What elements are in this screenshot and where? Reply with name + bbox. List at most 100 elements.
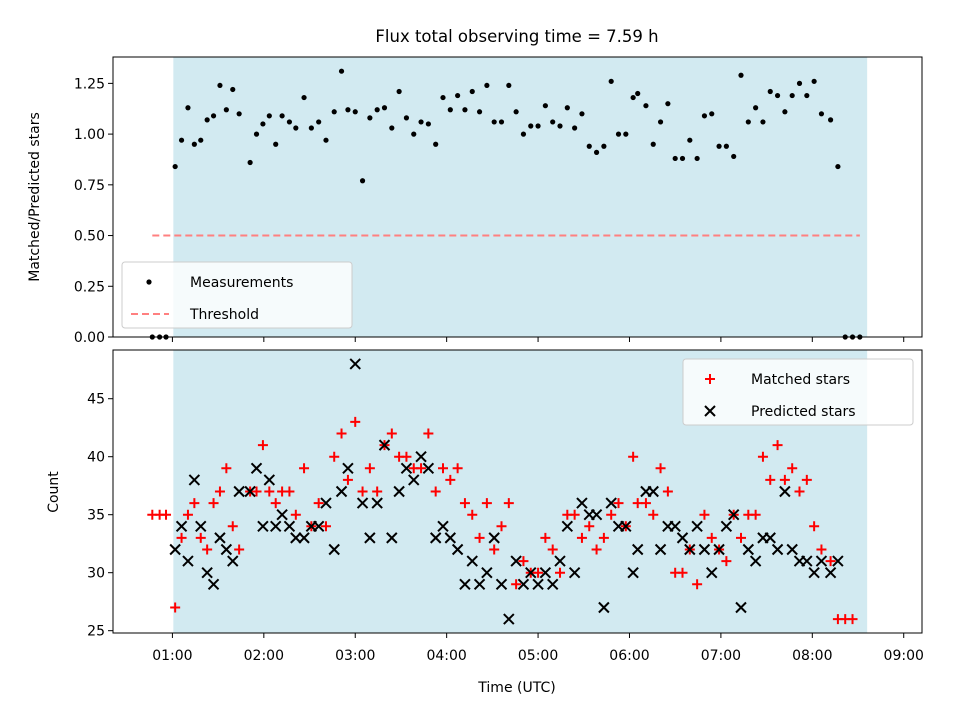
data-point [825, 556, 836, 567]
data-point [299, 463, 310, 474]
data-point [276, 508, 288, 521]
legend-label: Measurements [190, 275, 293, 291]
data-point [692, 579, 703, 590]
data-point [518, 556, 529, 567]
data-point [723, 143, 729, 149]
data-point [517, 578, 530, 590]
chart-title: Flux total observing time = 7.59 h [375, 27, 658, 46]
data-point [679, 155, 686, 162]
data-point [794, 486, 805, 497]
data-point [605, 497, 617, 509]
y-tick-label: 0.25 [74, 279, 105, 295]
data-point [396, 88, 402, 95]
data-point [801, 555, 813, 567]
data-point [488, 532, 500, 544]
data-point [631, 543, 644, 556]
data-point [635, 90, 641, 97]
data-point [374, 107, 380, 113]
data-point [727, 508, 740, 521]
data-point [779, 485, 791, 498]
data-point [430, 486, 441, 497]
data-point [279, 113, 285, 119]
data-point [473, 578, 486, 590]
data-point [779, 474, 790, 485]
data-point [444, 532, 457, 544]
data-point [620, 520, 632, 533]
data-point [835, 163, 841, 170]
data-point [771, 543, 784, 556]
data-point [525, 566, 537, 579]
data-point [628, 451, 639, 462]
data-point [349, 358, 361, 370]
data-point [601, 143, 607, 149]
data-point [789, 92, 795, 99]
data-point [342, 462, 354, 475]
data-point [290, 532, 302, 544]
data-point [520, 131, 527, 137]
data-point [598, 532, 609, 543]
data-point [808, 566, 820, 579]
data-point [503, 498, 514, 509]
data-point [643, 103, 649, 109]
x-tick-label: 06:00 [609, 648, 649, 664]
data-point [665, 101, 671, 107]
data-point [313, 498, 324, 509]
data-point [408, 474, 420, 486]
data-point [415, 450, 427, 463]
data-point [320, 521, 331, 532]
data-point [214, 532, 226, 544]
y-axis-label-bottom: Count [46, 471, 62, 513]
data-point [234, 544, 245, 555]
data-point [433, 141, 439, 147]
data-point [283, 520, 296, 533]
data-point [170, 602, 181, 613]
y-tick-label: 45 [87, 392, 105, 408]
data-point [484, 82, 490, 89]
data-point [467, 509, 478, 520]
data-point [263, 474, 276, 486]
data-point [270, 498, 281, 509]
data-point [787, 463, 798, 474]
data-point [809, 521, 820, 532]
data-point [312, 520, 325, 533]
data-point [329, 451, 340, 462]
data-point [459, 498, 470, 509]
data-point [654, 543, 667, 556]
data-point [198, 137, 204, 143]
data-point [247, 159, 253, 166]
series-matched-stars [147, 416, 858, 625]
data-point [204, 117, 210, 123]
data-point [418, 119, 424, 125]
data-point [481, 498, 492, 509]
data-point [336, 428, 347, 439]
y-tick-label: 30 [87, 566, 105, 582]
data-point [266, 113, 272, 119]
data-point [495, 578, 508, 590]
data-point [615, 131, 622, 137]
data-point [757, 451, 768, 462]
data-point [202, 544, 213, 555]
data-point [352, 109, 358, 115]
data-point [731, 153, 737, 160]
data-point [742, 543, 755, 556]
data-point [364, 463, 375, 474]
data-point [371, 497, 383, 509]
data-point [378, 439, 391, 451]
data-point [716, 143, 722, 149]
data-point [489, 544, 500, 555]
data-point [195, 532, 206, 543]
data-point [367, 115, 373, 121]
data-point [753, 105, 759, 111]
data-point [568, 566, 581, 579]
series-measurements [149, 68, 863, 340]
data-point [576, 532, 587, 543]
data-point [818, 111, 825, 117]
data-point [323, 137, 329, 143]
data-point [372, 486, 383, 497]
data-point [824, 566, 837, 579]
data-point [745, 119, 751, 125]
data-point [257, 440, 268, 451]
data-point [561, 520, 574, 533]
data-point [386, 428, 397, 439]
data-point [250, 462, 263, 475]
